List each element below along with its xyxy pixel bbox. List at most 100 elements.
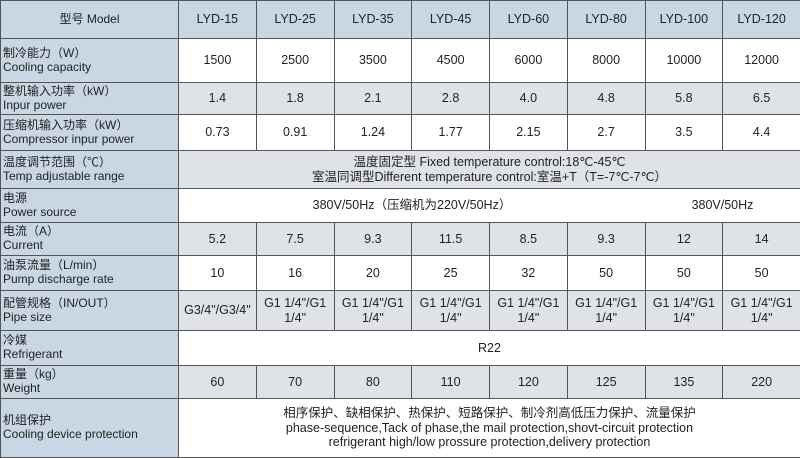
label-cn: 压缩机输入功率（kW）	[3, 119, 176, 133]
cell-value: 5.8	[645, 83, 723, 115]
cell-value: 16	[256, 256, 334, 291]
cell-value: 125	[567, 366, 645, 399]
cell-value: 50	[645, 256, 723, 291]
cell-value: 70	[256, 366, 334, 399]
label-cn: 配管规格（IN/OUT）	[3, 297, 176, 311]
cell-value: G1 1/4"/G1 1/4"	[412, 291, 490, 331]
cell-value: 135	[645, 366, 723, 399]
cell-value: 6.5	[723, 83, 800, 115]
model-name: LYD-60	[490, 1, 568, 39]
cell-value: 9.3	[334, 223, 412, 256]
cell-value: G1 1/4"/G1 1/4"	[567, 291, 645, 331]
label-cn: 制冷能力（W）	[3, 47, 176, 61]
model-name: LYD-15	[179, 1, 257, 39]
cell-value: 50	[567, 256, 645, 291]
cell-value: G1 1/4"/G1 1/4"	[723, 291, 800, 331]
cell-line: 室温同调型Different temperature control:室温+T（…	[181, 170, 798, 184]
label-cn: 油泵流量（L/min）	[3, 259, 176, 273]
model-name: LYD-120	[723, 1, 800, 39]
cell-line: 温度固定型 Fixed temperature control:18℃-45℃	[181, 155, 798, 169]
cell-value: G1 1/4"/G1 1/4"	[256, 291, 334, 331]
cell-value: 2.7	[567, 115, 645, 151]
cell-value: 7.5	[256, 223, 334, 256]
cell-value: 2.8	[412, 83, 490, 115]
row-label: 重量（kg）Weight	[1, 366, 179, 399]
cell-value: 50	[723, 256, 800, 291]
cell-value: 110	[412, 366, 490, 399]
cell-value: G3/4"/G3/4"	[179, 291, 257, 331]
cell-value: 32	[490, 256, 568, 291]
label-en: Power source	[3, 206, 176, 220]
label-en: Compressor inpur power	[3, 133, 176, 147]
label-cn: 机组保护	[3, 414, 176, 428]
label-cn: 电流（A）	[3, 225, 176, 239]
label-en: Cooling device protection	[3, 428, 176, 442]
row-label: 整机输入功率（kW）Inpur power	[1, 83, 179, 115]
cell-value: G1 1/4"/G1 1/4"	[334, 291, 412, 331]
group-cell: 380V/50Hz（压缩机为220V/50Hz）	[179, 189, 646, 223]
label-cn: 温度调节范围（℃）	[3, 156, 176, 170]
cell-value: 2.1	[334, 83, 412, 115]
cell-value: 3.5	[645, 115, 723, 151]
label-cn: 电源	[3, 192, 176, 206]
cell-value: 10000	[645, 39, 723, 83]
row-label: 温度调节范围（℃）Temp adjustable range	[1, 151, 179, 189]
row-label: 制冷能力（W）Cooling capacity	[1, 39, 179, 83]
cell-value: 4.0	[490, 83, 568, 115]
cell-value: 120	[490, 366, 568, 399]
cell-value: 2500	[256, 39, 334, 83]
cell-value: 80	[334, 366, 412, 399]
model-name: LYD-25	[256, 1, 334, 39]
label-en: Current	[3, 239, 176, 253]
cell-value: 1.4	[179, 83, 257, 115]
cell-value: 0.73	[179, 115, 257, 151]
cell-line: refrigerant high/low prossure protection…	[181, 435, 798, 449]
label-cn: 整机输入功率（kW）	[3, 85, 176, 99]
merged-cell: R22	[179, 331, 800, 366]
cell-value: 8000	[567, 39, 645, 83]
cell-value: 5.2	[179, 223, 257, 256]
cell-value: 1.8	[256, 83, 334, 115]
label-en: Temp adjustable range	[3, 170, 176, 184]
label-en: Pipe size	[3, 311, 176, 325]
group-cell: 380V/50Hz	[645, 189, 800, 223]
model-name: LYD-100	[645, 1, 723, 39]
cell-value: 9.3	[567, 223, 645, 256]
cell-value: 6000	[490, 39, 568, 83]
label-cn: 重量（kg）	[3, 368, 176, 382]
cell-value: 12000	[723, 39, 800, 83]
label-en: Inpur power	[3, 99, 176, 113]
cell-value: G1 1/4"/G1 1/4"	[490, 291, 568, 331]
cell-value: 25	[412, 256, 490, 291]
label-en: Pump discharge rate	[3, 273, 176, 287]
cell-value: 10	[179, 256, 257, 291]
label-cn: 冷媒	[3, 334, 176, 348]
cell-value: 8.5	[490, 223, 568, 256]
cell-value: 14	[723, 223, 800, 256]
cell-value: 11.5	[412, 223, 490, 256]
cell-line: R22	[181, 341, 798, 355]
cell-value: 2.15	[490, 115, 568, 151]
model-name: LYD-35	[334, 1, 412, 39]
header-label: 型号 Model	[1, 1, 179, 39]
model-name: LYD-80	[567, 1, 645, 39]
cell-value: G1 1/4"/G1 1/4"	[645, 291, 723, 331]
label-en: Refrigerant	[3, 348, 176, 362]
row-label: 压缩机输入功率（kW）Compressor inpur power	[1, 115, 179, 151]
